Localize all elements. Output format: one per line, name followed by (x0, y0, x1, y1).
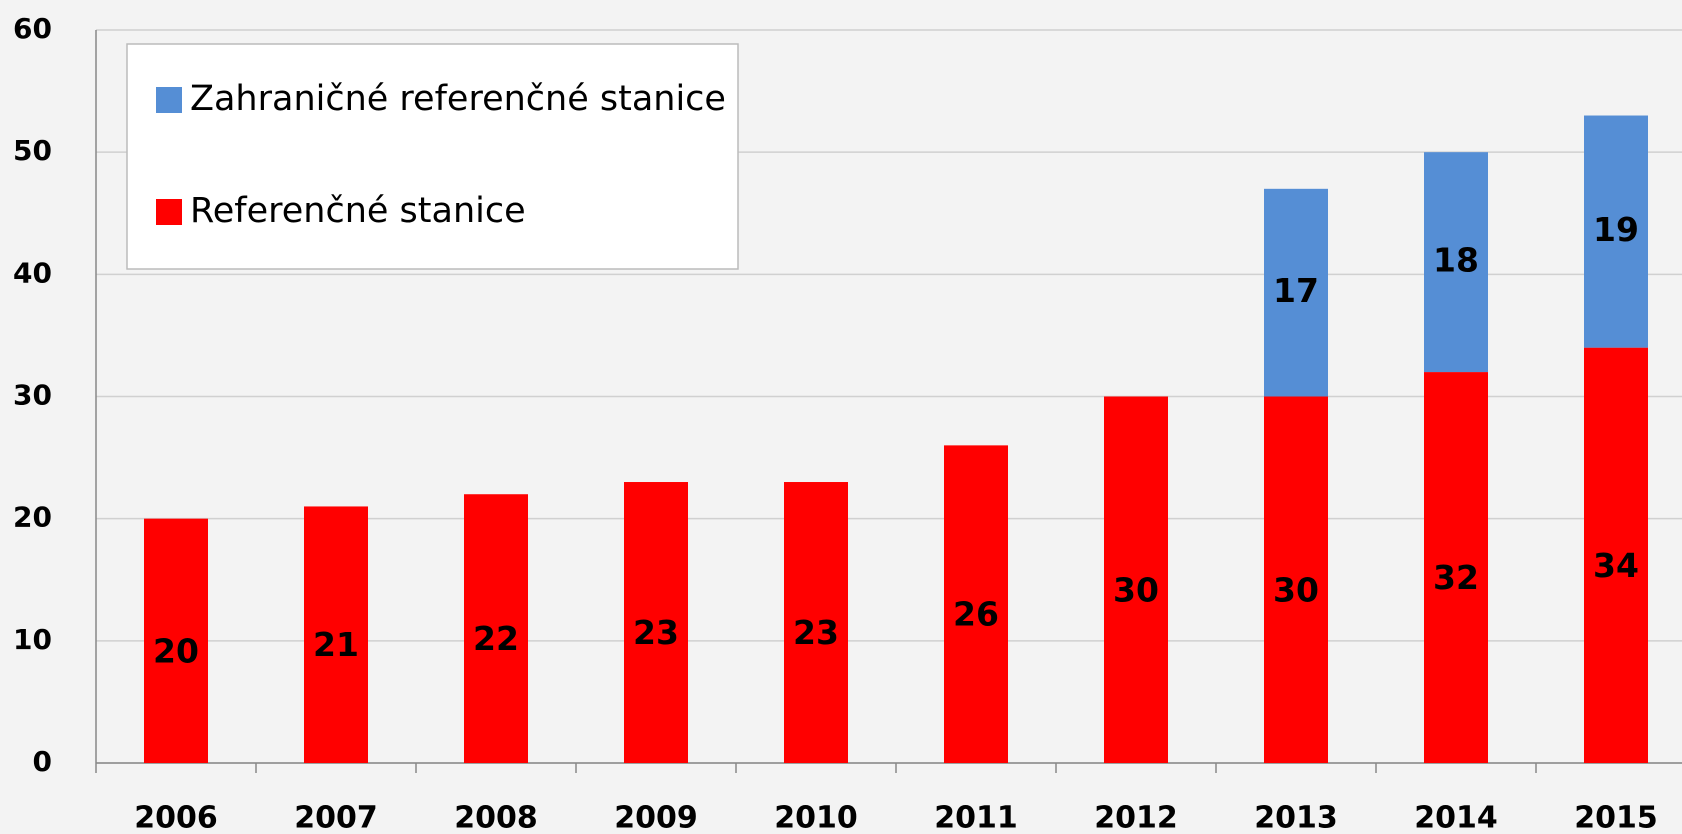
bar (464, 494, 528, 763)
bar (144, 518, 208, 763)
y-tick-label: 50 (13, 134, 52, 167)
data-label: 26 (953, 595, 999, 634)
legend-label: Referenčné stanice (190, 191, 526, 231)
x-tick-label: 2010 (774, 801, 858, 834)
bar (944, 445, 1008, 763)
x-tick-label: 2009 (614, 801, 698, 834)
legend-swatch (156, 199, 182, 225)
x-tick-label: 2012 (1094, 801, 1178, 834)
y-tick-label: 20 (13, 501, 52, 534)
bar (1424, 372, 1488, 763)
y-tick-label: 10 (13, 623, 52, 656)
x-tick-label: 2013 (1254, 801, 1338, 834)
legend-swatch (156, 87, 182, 113)
bar (1584, 115, 1648, 348)
x-tick-label: 2006 (134, 801, 218, 834)
y-tick-label: 0 (33, 745, 52, 778)
bar (784, 482, 848, 763)
data-label: 30 (1113, 570, 1159, 609)
bar (1584, 347, 1648, 763)
data-label: 17 (1273, 271, 1319, 310)
x-tick-label: 2007 (294, 801, 378, 834)
bar (624, 482, 688, 763)
data-label: 22 (473, 619, 519, 658)
data-label: 18 (1433, 241, 1479, 280)
bar (1424, 152, 1488, 373)
y-tick-label: 30 (13, 379, 52, 412)
data-label: 23 (633, 613, 679, 652)
bar (1264, 188, 1328, 397)
data-label: 21 (313, 625, 359, 664)
x-tick-label: 2015 (1574, 801, 1658, 834)
data-label: 32 (1433, 558, 1479, 597)
y-tick-label: 40 (13, 256, 52, 289)
legend-box (126, 43, 739, 270)
x-tick-label: 2008 (454, 801, 538, 834)
data-label: 20 (153, 631, 199, 670)
bar (1264, 396, 1328, 763)
x-tick-label: 2011 (934, 801, 1018, 834)
data-label: 30 (1273, 570, 1319, 609)
legend-label: Zahraničné referenčné stanice (190, 79, 726, 119)
x-tick-label: 2014 (1414, 801, 1498, 834)
data-label: 34 (1593, 546, 1639, 585)
data-label: 19 (1593, 210, 1639, 249)
bar (1104, 396, 1168, 763)
y-tick-label: 60 (13, 12, 52, 45)
bar (304, 506, 368, 763)
data-label: 23 (793, 613, 839, 652)
